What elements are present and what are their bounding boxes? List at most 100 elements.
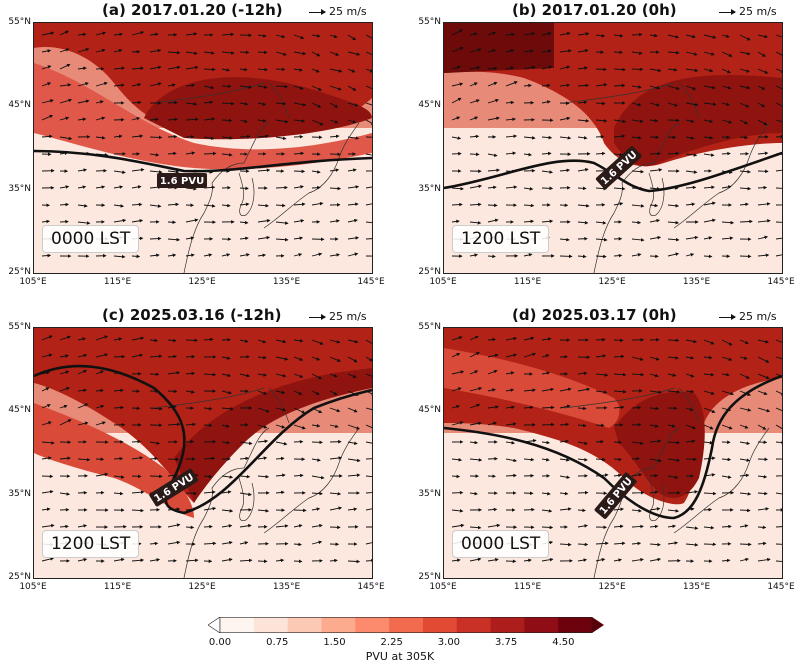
wind-vector [293, 373, 304, 378]
wind-vector [523, 558, 532, 563]
wind-vector [757, 185, 768, 190]
wind-vector [95, 353, 109, 358]
wind-vector [41, 489, 54, 494]
wind-vector [239, 253, 250, 257]
wind-vector [59, 524, 69, 529]
wind-vector [329, 424, 339, 429]
wind-vector [257, 203, 270, 208]
wind-vector [257, 390, 268, 395]
wind-vector [757, 373, 770, 380]
wind-vector [293, 542, 302, 547]
wind-vector [257, 456, 268, 460]
wind-vector [257, 407, 270, 413]
wind-vector [775, 390, 782, 396]
wind-vector [203, 67, 216, 72]
wind-vector [293, 119, 306, 123]
wind-vector [757, 557, 771, 562]
wind-vector [613, 372, 627, 377]
wind-vector [451, 457, 463, 462]
wind-vector [451, 46, 464, 53]
wind-vector [77, 557, 88, 562]
wind-vector [329, 68, 343, 73]
wind-vector [505, 440, 516, 445]
wind-vector [203, 204, 216, 208]
wind-vector [577, 136, 588, 140]
colorbar-segment [355, 617, 390, 633]
wind-vector [347, 236, 360, 240]
wind-vector [469, 202, 482, 207]
wind-vector [721, 372, 730, 377]
wind-vector [703, 34, 717, 39]
wind-vector [559, 387, 572, 392]
wind-vector [739, 373, 750, 379]
wind-vector [757, 202, 771, 206]
wind-vector [559, 422, 570, 427]
wind-vector [221, 356, 231, 360]
wind-vector [487, 337, 496, 342]
wind-vector [685, 202, 696, 207]
wind-vector [613, 354, 625, 359]
wind-vector [365, 508, 372, 511]
wind-vector [595, 390, 608, 394]
wind-vector [221, 390, 233, 395]
wind-vector [41, 31, 55, 36]
wind-vector [329, 373, 338, 378]
wind-vector [613, 524, 624, 529]
wind-vector [505, 388, 515, 392]
longitude-tick-label: 115°E [513, 582, 542, 592]
wind-vector [41, 134, 53, 139]
arrow-right-icon [309, 8, 326, 15]
wind-vector [631, 169, 645, 174]
wind-vector [577, 48, 589, 53]
wind-vector [59, 63, 71, 70]
wind-vector [775, 356, 782, 360]
wind-vector [59, 202, 70, 207]
wind-vector [221, 68, 231, 72]
wind-vector [559, 475, 571, 479]
wind-vector [131, 134, 144, 138]
wind-vector [487, 405, 499, 409]
wind-vector [257, 218, 271, 223]
wind-vector [613, 389, 627, 394]
wind-vector [631, 51, 643, 55]
wind-vector [703, 507, 713, 512]
wind-vector [685, 235, 699, 240]
wind-vector [41, 421, 52, 426]
wind-vector [487, 369, 498, 375]
wind-vector [167, 422, 181, 427]
wind-vector [487, 254, 496, 259]
wind-vector [41, 253, 52, 258]
wind-vector [775, 339, 782, 343]
pv-field [614, 75, 782, 167]
wind-vector [523, 65, 536, 70]
longitude-tick-label: 125°E [188, 582, 216, 592]
longitude-tick-label: 135°E [272, 582, 301, 592]
wind-vector [311, 68, 320, 73]
latitude-tick-label: 45°N [8, 100, 31, 111]
wind-vector [613, 33, 624, 38]
wind-vector [329, 491, 342, 496]
wind-vector [523, 352, 537, 358]
wind-vector [577, 524, 589, 528]
pv-field [144, 77, 372, 140]
wind-vector-field [41, 335, 372, 564]
longitude-tick-label: 105°E [19, 582, 47, 592]
wind-vector [577, 508, 586, 513]
wind-vector [541, 491, 551, 496]
colorbar-tick-label: 3.00 [437, 637, 461, 648]
wind-vector [239, 134, 251, 139]
wind-vector [203, 474, 213, 479]
pv-field [34, 63, 372, 170]
wind-vector [667, 85, 680, 90]
wind-vector [649, 235, 662, 240]
wind-vector [185, 32, 198, 36]
wind-vector [293, 338, 304, 343]
wind-vector [347, 373, 357, 378]
wind-vector [469, 352, 480, 358]
wind-vector [577, 423, 587, 428]
wind-vector [649, 373, 659, 378]
wind-vector [685, 68, 699, 73]
wind-vector [595, 237, 608, 242]
wind-vector [667, 237, 680, 242]
wind-vector [505, 458, 518, 463]
